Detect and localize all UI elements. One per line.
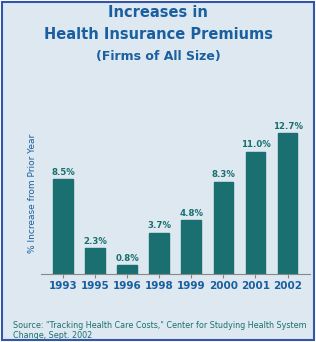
Y-axis label: % Increase from Prior Year: % Increase from Prior Year (28, 134, 37, 253)
Bar (214, 182, 234, 274)
Text: 4.8%: 4.8% (179, 209, 204, 218)
Text: 8.3%: 8.3% (211, 170, 235, 179)
Text: Health Insurance Premiums: Health Insurance Premiums (44, 27, 272, 42)
Bar (246, 152, 265, 274)
Bar (53, 179, 73, 274)
Text: 11.0%: 11.0% (240, 141, 270, 149)
Text: (Firms of All Size): (Firms of All Size) (96, 50, 220, 63)
Bar (149, 233, 169, 274)
Text: Increases in: Increases in (108, 5, 208, 20)
Bar (117, 265, 137, 274)
Bar (85, 248, 105, 274)
Text: 2.3%: 2.3% (83, 237, 107, 246)
Text: Source: "Tracking Health Care Costs," Center for Studying Health System
Change, : Source: "Tracking Health Care Costs," Ce… (13, 321, 306, 340)
Bar (181, 220, 201, 274)
Text: 8.5%: 8.5% (51, 168, 75, 177)
Text: 12.7%: 12.7% (272, 122, 302, 131)
Text: 3.7%: 3.7% (147, 221, 171, 231)
Bar (277, 133, 297, 274)
Text: 0.8%: 0.8% (115, 253, 139, 263)
